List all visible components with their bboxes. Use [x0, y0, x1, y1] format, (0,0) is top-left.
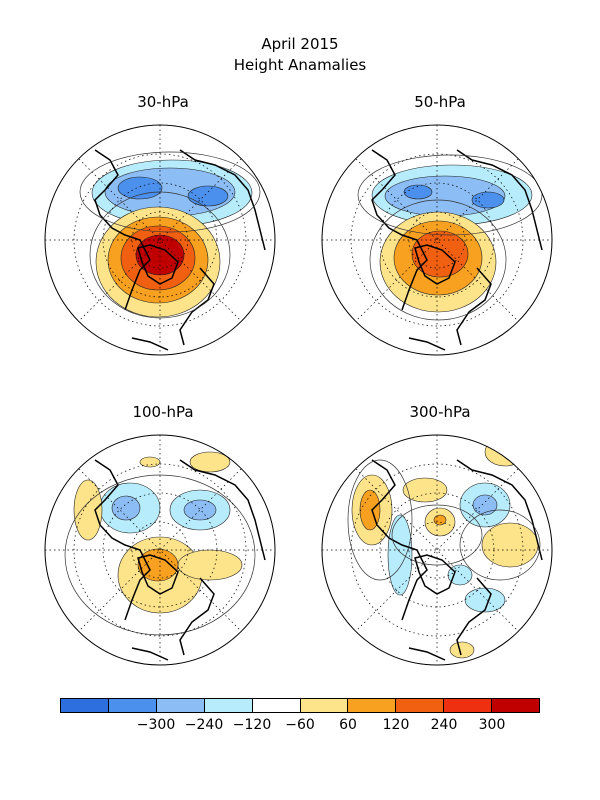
map-50hpa — [321, 124, 553, 356]
contour-lines — [347, 459, 541, 581]
panel-label-50hpa: 50-hPa — [414, 93, 466, 111]
negative-anomaly-strong — [187, 185, 229, 207]
positive-anomaly-weak — [402, 477, 448, 503]
contour-lines — [357, 154, 543, 321]
colorbar-tick-label: 120 — [382, 717, 410, 733]
map-300hpa — [321, 434, 553, 666]
coastlines — [371, 149, 543, 351]
panel-label-100hpa: 100-hPa — [132, 403, 194, 421]
panel-label-30hpa: 30-hPa — [137, 93, 189, 111]
latitude-circles — [322, 435, 552, 665]
colorbar-segment — [492, 699, 540, 712]
colorbar-tick-label: −120 — [232, 717, 272, 733]
coastlines — [94, 459, 266, 661]
latitude-circles — [322, 125, 552, 355]
negative-anomaly-strong — [403, 184, 433, 200]
negative-anomaly-strong — [471, 191, 505, 209]
colorbar-segment — [348, 699, 397, 712]
contour-lines — [79, 151, 261, 319]
colorbar-segment — [252, 699, 301, 712]
positive-anomaly-weak — [189, 451, 231, 473]
colorbar — [60, 698, 540, 713]
map-100hpa — [44, 434, 276, 666]
negative-anomaly-mid — [472, 494, 498, 516]
negative-anomaly-mid — [111, 495, 141, 521]
colorbar-tick-label: −300 — [136, 717, 176, 733]
negative-anomaly-strong — [117, 176, 163, 200]
colorbar-tick-label: 60 — [339, 717, 357, 733]
positive-anomaly-strong — [411, 230, 469, 278]
colorbar-tick-label: 240 — [430, 717, 458, 733]
negative-anomaly-mid — [183, 499, 217, 521]
panel-label-300hpa: 300-hPa — [409, 403, 471, 421]
coastlines — [94, 149, 266, 351]
positive-anomaly-weak — [484, 437, 526, 467]
colorbar-tick-label: −240 — [184, 717, 224, 733]
positive-anomaly-weak — [481, 522, 539, 568]
colorbar-segment — [444, 699, 493, 712]
map-30hpa — [44, 124, 276, 356]
colorbar-segment — [204, 699, 253, 712]
colorbar-tick-label: 300 — [478, 717, 506, 733]
negative-anomaly-weak — [387, 514, 413, 596]
positive-anomaly-weak — [449, 641, 475, 659]
negative-anomaly-weak — [447, 564, 473, 586]
positive-anomaly-weak — [73, 479, 103, 541]
colorbar-tick-label: −60 — [285, 717, 315, 733]
colorbar-segment — [108, 699, 157, 712]
latitude-circles — [45, 125, 275, 355]
colorbar-segment — [396, 699, 445, 712]
coastlines — [371, 459, 543, 661]
positive-anomaly-mid — [433, 514, 447, 526]
latitude-circles — [45, 435, 275, 665]
figure-title: April 2015 — [261, 35, 339, 53]
figure-subtitle: Height Anamalies — [233, 56, 367, 74]
colorbar-segment — [300, 699, 349, 712]
contour-lines — [64, 474, 256, 636]
colorbar-segment — [61, 699, 109, 712]
colorbar-segment — [156, 699, 205, 712]
